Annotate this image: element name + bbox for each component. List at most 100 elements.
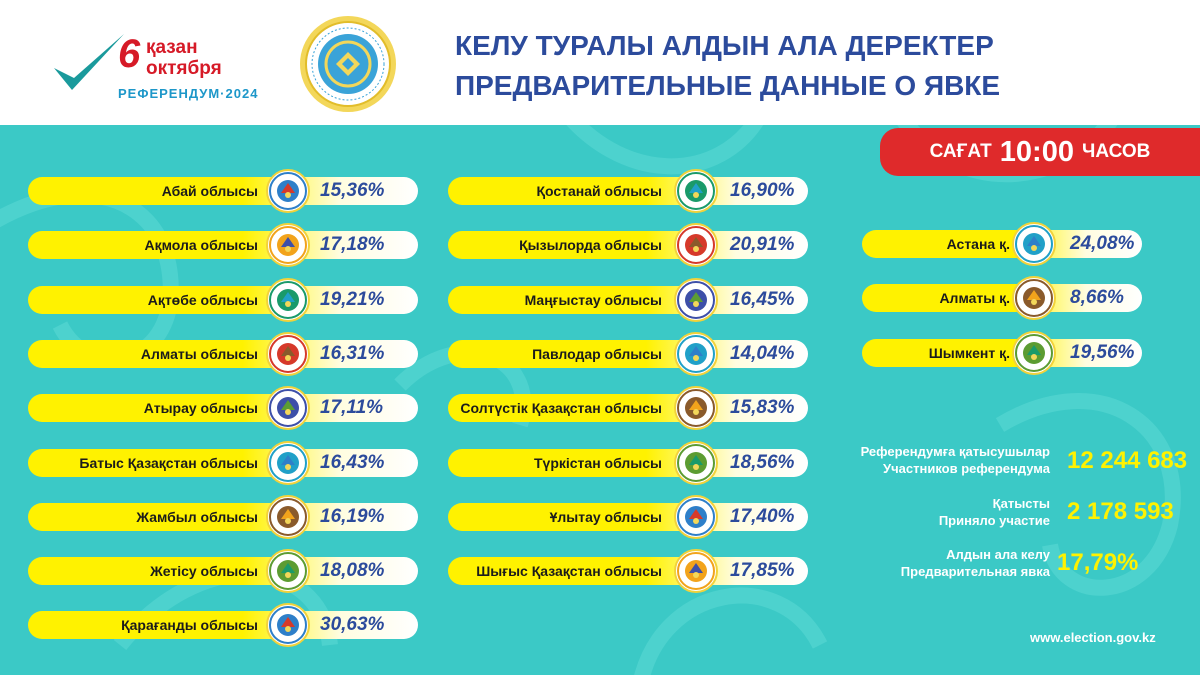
- turnout-value: 17,79%: [1057, 549, 1139, 576]
- region-name: Жамбыл облысы: [136, 508, 258, 525]
- region-pill: [448, 177, 808, 205]
- region-name: Қарағанды облысы: [121, 617, 258, 634]
- turnout-value: 20,91%: [730, 234, 795, 256]
- participants-label-ru: Участников референдума: [883, 461, 1050, 476]
- time-prefix: САҒАТ: [929, 141, 992, 162]
- participants-value: 12 244 683: [1067, 447, 1188, 474]
- region-pill: [448, 231, 808, 260]
- turnout-value: 17,18%: [320, 234, 385, 256]
- region-row: Қостанай облысы 16,90%: [448, 169, 808, 213]
- region-row: Ақтөбе облысы 19,21%: [28, 277, 418, 322]
- turnout-value: 16,31%: [320, 342, 385, 364]
- voted-label-kz: Қатысты: [992, 496, 1050, 511]
- region-pill: [862, 338, 1142, 367]
- region-pill: [862, 284, 1142, 313]
- results-panel: САҒАТ 10:00 ЧАСОВ Абай облысы 15,36% Ақмол…: [0, 125, 1200, 675]
- turnout-value: 14,04%: [730, 342, 795, 364]
- region-name: Шығыс Қазақстан облысы: [476, 563, 662, 580]
- logo-caption: РЕФЕРЕНДУМ·2024: [118, 86, 259, 101]
- region-name: Шымкент қ.: [928, 344, 1010, 361]
- region-pill: [28, 611, 418, 640]
- participants-label-kz: Референдумға қатысушылар: [860, 444, 1050, 459]
- region-pill: [448, 285, 808, 314]
- logo-month-ru: октября: [146, 58, 222, 79]
- turnout-value: 18,56%: [730, 451, 795, 473]
- region-pill: [28, 177, 418, 205]
- region-pill: [448, 502, 808, 531]
- turnout-value: 16,45%: [730, 288, 795, 310]
- shymkent-emblem-icon: [1012, 330, 1056, 375]
- region-row: Қызылорда облысы 20,91%: [448, 223, 808, 268]
- kostanay-emblem-icon: [674, 169, 718, 213]
- logo-day: 6: [118, 32, 141, 76]
- region-name: Қызылорда облысы: [519, 237, 662, 254]
- referendum-logo: 6 қазан октября РЕФЕРЕНДУМ·2024: [48, 28, 268, 108]
- ulytau-emblem-icon: [674, 494, 718, 539]
- turnout-value: 17,85%: [730, 560, 795, 582]
- turnout-value: 19,21%: [320, 288, 385, 310]
- turnout-value: 16,19%: [320, 505, 385, 527]
- region-row: Батыс Қазақстан облысы 16,43%: [28, 440, 418, 485]
- region-name: Түркістан облысы: [533, 454, 662, 471]
- region-row: Солтүстік Қазақстан облысы 15,83%: [448, 386, 808, 431]
- header: 6 қазан октября РЕФЕРЕНДУМ·2024 КЕЛУ ТУР…: [0, 0, 1200, 125]
- region-pill: [28, 339, 418, 368]
- region-row: Алматы қ. 8,66%: [862, 276, 1142, 321]
- website-link[interactable]: www.election.gov.kz: [1030, 630, 1156, 645]
- turnout-value: 8,66%: [1070, 287, 1124, 309]
- region-name: Маңғыстау облысы: [524, 291, 662, 308]
- north-kazakhstan-emblem-icon: [674, 386, 718, 431]
- mangystau-emblem-icon: [674, 277, 718, 322]
- turnout-value: 19,56%: [1070, 341, 1135, 363]
- page-title: КЕЛУ ТУРАЛЫ АЛДЫН АЛА ДЕРЕКТЕР ПРЕДВАРИТ…: [455, 26, 1000, 106]
- abai-emblem-icon: [266, 169, 310, 213]
- time-value: 10:00: [999, 135, 1074, 168]
- voted-value: 2 178 593: [1067, 498, 1174, 525]
- time-badge: САҒАТ 10:00 ЧАСОВ: [880, 128, 1200, 176]
- election-commission-seal-icon: [298, 14, 398, 114]
- region-pill: [28, 502, 418, 531]
- turnout-value: 16,43%: [320, 451, 385, 473]
- turnout-label-kz: Алдын ала келу: [946, 547, 1050, 562]
- participants-label: Референдумға қатысушылар Участников рефе…: [861, 443, 1050, 477]
- east-kazakhstan-emblem-icon: [674, 549, 718, 594]
- turnout-value: 18,08%: [320, 560, 385, 582]
- region-pill: [28, 285, 418, 314]
- region-pill: [862, 230, 1142, 258]
- region-name: Абай облысы: [161, 183, 258, 199]
- turnout-value: 24,08%: [1070, 233, 1135, 254]
- region-row: Атырау облысы 17,11%: [28, 386, 418, 431]
- region-pill: [448, 448, 808, 477]
- region-row: Шығыс Қазақстан облысы 17,85%: [448, 549, 808, 594]
- region-pill: [448, 339, 808, 368]
- turnout-value: 30,63%: [320, 614, 385, 636]
- region-name: Ақмола облысы: [144, 237, 258, 254]
- region-name: Алматы облысы: [140, 345, 258, 362]
- zhambyl-emblem-icon: [266, 494, 310, 539]
- region-row: Қарағанды облысы 30,63%: [28, 603, 418, 648]
- region-pill: [28, 394, 418, 423]
- region-row: Жетісу облысы 18,08%: [28, 549, 418, 594]
- checkmark-icon: [54, 34, 124, 90]
- region-pill: [28, 557, 418, 586]
- region-name: Ақтөбе облысы: [147, 291, 258, 308]
- atyrau-emblem-icon: [266, 386, 310, 431]
- turnout-label-ru: Предварительная явка: [900, 564, 1050, 579]
- voted-label-ru: Приняло участие: [938, 513, 1050, 528]
- region-row: Ұлытау облысы 17,40%: [448, 494, 808, 539]
- turnout-value: 15,36%: [320, 180, 385, 201]
- kyzylorda-emblem-icon: [674, 223, 718, 268]
- region-pill: [28, 231, 418, 260]
- turnout-value: 17,11%: [320, 397, 384, 419]
- region-row: Жамбыл облысы 16,19%: [28, 494, 418, 539]
- turkistan-emblem-icon: [674, 440, 718, 485]
- almaty-city-emblem-icon: [1012, 276, 1056, 321]
- time-suffix: ЧАСОВ: [1081, 141, 1151, 162]
- zhetisu-emblem-icon: [266, 549, 310, 594]
- region-row: Астана қ. 24,08%: [862, 222, 1142, 266]
- west-kazakhstan-emblem-icon: [266, 440, 310, 485]
- region-name: Атырау облысы: [143, 400, 258, 417]
- title-ru: ПРЕДВАРИТЕЛЬНЫЕ ДАННЫЕ О ЯВКЕ: [455, 70, 1001, 101]
- region-row: Абай облысы 15,36%: [28, 169, 418, 213]
- region-row: Шымкент қ. 19,56%: [862, 330, 1142, 375]
